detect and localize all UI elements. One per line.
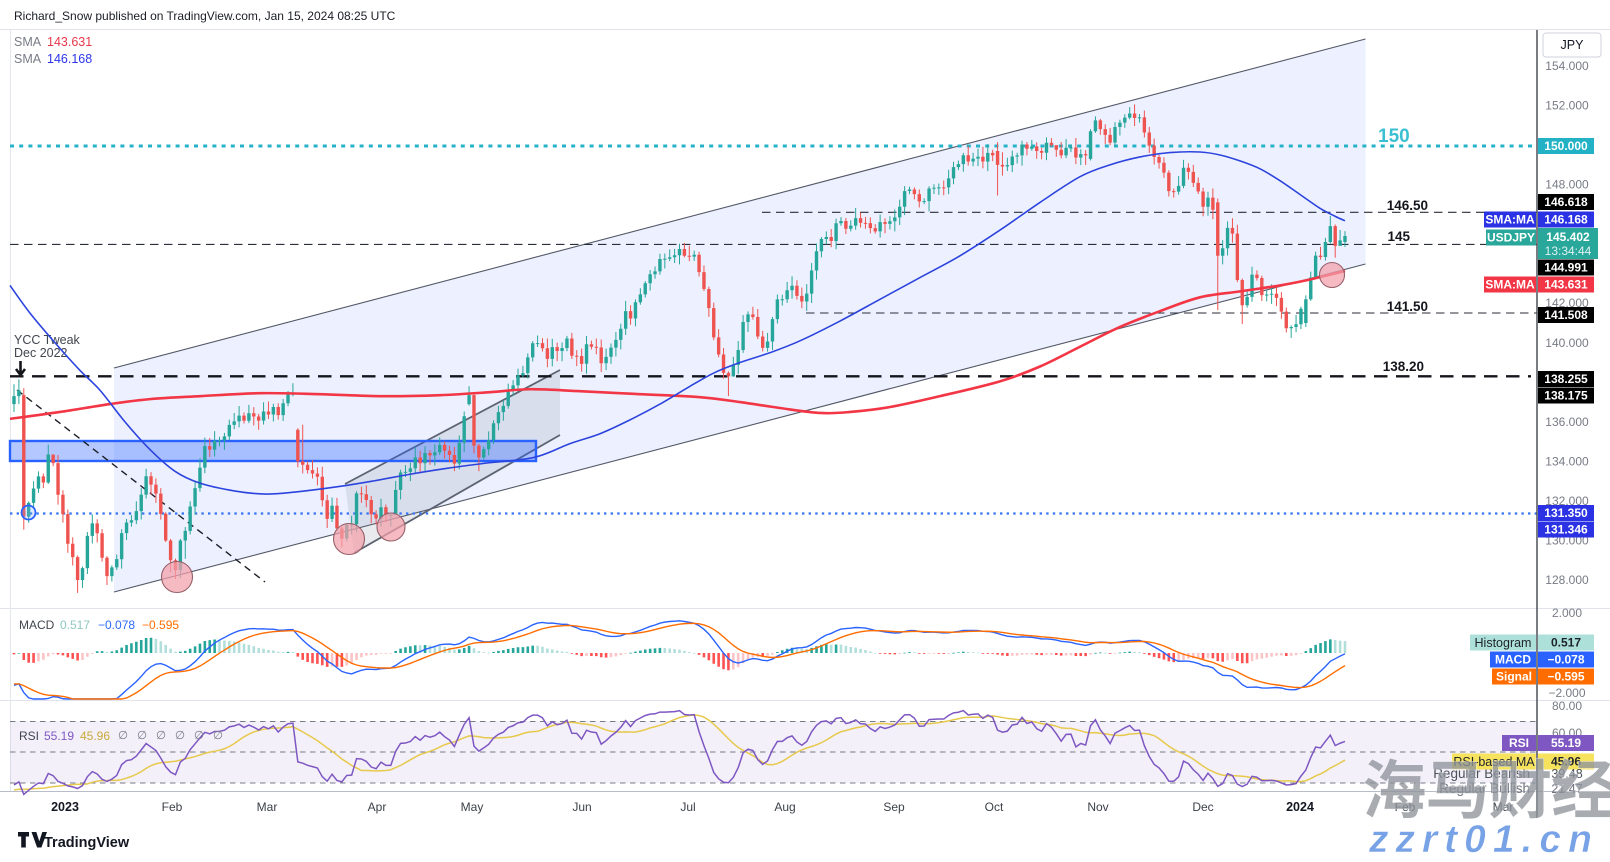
svg-text:Nov: Nov [1087, 800, 1108, 814]
svg-text:146.168: 146.168 [47, 52, 92, 66]
svg-text:Histogram: Histogram [1475, 636, 1532, 650]
svg-text:Sep: Sep [883, 800, 905, 814]
svg-text:∅: ∅ [118, 730, 128, 742]
svg-text:136.000: 136.000 [1545, 415, 1589, 429]
svg-text:Oct: Oct [985, 800, 1004, 814]
svg-text:−0.595: −0.595 [142, 618, 179, 632]
svg-text:134.000: 134.000 [1545, 454, 1589, 468]
svg-text:146.618: 146.618 [1544, 195, 1588, 209]
svg-text:RSI: RSI [1509, 736, 1529, 750]
svg-text:zzrt01.cn: zzrt01.cn [1368, 818, 1599, 857]
svg-text:143.631: 143.631 [47, 35, 92, 49]
svg-text:∅: ∅ [137, 730, 147, 742]
svg-text:0.517: 0.517 [60, 618, 90, 632]
svg-text:55.19: 55.19 [44, 729, 74, 743]
svg-text:USDJPY: USDJPY [1487, 231, 1535, 245]
svg-text:Aug: Aug [774, 800, 795, 814]
svg-text:142.000: 142.000 [1545, 296, 1589, 310]
svg-text:Mar: Mar [257, 800, 278, 814]
svg-text:∅: ∅ [156, 730, 166, 742]
svg-text:Richard_Snow published on Trad: Richard_Snow published on TradingView.co… [14, 9, 396, 23]
svg-text:SMA:MA: SMA:MA [1485, 213, 1535, 227]
svg-text:131.350: 131.350 [1544, 506, 1588, 520]
svg-text:146.168: 146.168 [1544, 213, 1588, 227]
svg-text:Apr: Apr [368, 800, 387, 814]
svg-text:132.000: 132.000 [1545, 494, 1589, 508]
svg-text:2023: 2023 [51, 800, 79, 814]
svg-text:145.402: 145.402 [1546, 230, 1590, 244]
svg-text:146.50: 146.50 [1387, 198, 1428, 213]
svg-text:13:34:44: 13:34:44 [1545, 244, 1592, 258]
svg-text:YCC Tweak: YCC Tweak [14, 333, 81, 347]
svg-text:May: May [461, 800, 484, 814]
svg-text:138.20: 138.20 [1383, 359, 1424, 374]
svg-text:141.508: 141.508 [1544, 308, 1588, 322]
svg-text:143.631: 143.631 [1544, 278, 1588, 292]
svg-text:−0.595: −0.595 [1547, 670, 1584, 684]
svg-text:Signal: Signal [1496, 670, 1532, 684]
svg-text:JPY: JPY [1561, 38, 1585, 52]
svg-text:∅: ∅ [175, 730, 185, 742]
svg-text:0.517: 0.517 [1551, 636, 1581, 650]
svg-text:TradingView: TradingView [44, 835, 130, 851]
svg-text:Jun: Jun [572, 800, 591, 814]
svg-text:128.000: 128.000 [1545, 573, 1589, 587]
svg-text:2024: 2024 [1286, 800, 1314, 814]
svg-text:141.50: 141.50 [1387, 299, 1428, 314]
svg-text:RSI: RSI [19, 729, 39, 743]
svg-text:45.96: 45.96 [80, 729, 110, 743]
svg-text:Feb: Feb [162, 800, 183, 814]
svg-text:Dec: Dec [1192, 800, 1213, 814]
svg-text:∅: ∅ [213, 730, 223, 742]
svg-text:152.000: 152.000 [1545, 99, 1589, 113]
svg-text:∅: ∅ [194, 730, 204, 742]
svg-text:138.175: 138.175 [1544, 389, 1588, 403]
svg-text:144.991: 144.991 [1544, 261, 1588, 275]
svg-text:145: 145 [1387, 229, 1410, 244]
svg-text:Dec 2022: Dec 2022 [14, 346, 68, 360]
svg-text:150: 150 [1378, 126, 1410, 147]
svg-text:SMA: SMA [14, 52, 42, 66]
svg-text:MACD: MACD [19, 618, 55, 632]
svg-text:MACD: MACD [1495, 653, 1531, 667]
svg-text:138.255: 138.255 [1544, 372, 1588, 386]
svg-text:−0.078: −0.078 [98, 618, 135, 632]
svg-text:SMA: SMA [14, 35, 42, 49]
svg-text:SMA:MA: SMA:MA [1485, 278, 1535, 292]
svg-text:2.000: 2.000 [1552, 606, 1582, 620]
svg-text:154.000: 154.000 [1545, 59, 1589, 73]
svg-text:140.000: 140.000 [1545, 336, 1589, 350]
svg-text:Jul: Jul [680, 800, 695, 814]
svg-text:−0.078: −0.078 [1547, 653, 1584, 667]
svg-text:131.346: 131.346 [1544, 523, 1588, 537]
svg-text:148.000: 148.000 [1545, 178, 1589, 192]
svg-text:55.19: 55.19 [1551, 736, 1581, 750]
svg-text:80.00: 80.00 [1552, 699, 1582, 713]
svg-text:−2.000: −2.000 [1548, 686, 1585, 700]
svg-text:150.000: 150.000 [1544, 139, 1588, 153]
